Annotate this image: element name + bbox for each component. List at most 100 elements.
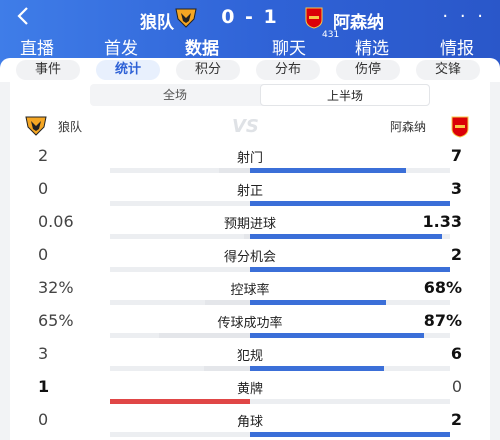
away-bar [250, 432, 450, 437]
home-bar-track [110, 267, 250, 272]
segment-first-half[interactable]: 上半场 [260, 84, 430, 106]
subtab-events[interactable]: 事件 [16, 60, 80, 80]
stat-away-value: 1.33 [422, 212, 462, 231]
home-bar [244, 234, 250, 239]
stat-row: 0.06 预期进球 1.33 [10, 212, 490, 245]
subtab-distribution[interactable]: 分布 [256, 60, 320, 80]
away-bar-track [250, 267, 450, 272]
back-arrow-icon[interactable] [16, 6, 36, 28]
away-bar [250, 300, 386, 305]
tab-intel[interactable]: 情报 [440, 39, 474, 59]
period-selector: 全场 上半场 [90, 84, 430, 106]
home-bar [159, 333, 250, 338]
stat-away-value: 68% [423, 278, 462, 297]
away-bar-track [250, 366, 450, 371]
stat-label: 射正 [236, 184, 263, 199]
stat-label: 得分机会 [223, 250, 276, 265]
stat-row: 0 得分机会 2 [10, 245, 490, 278]
away-bar-track [250, 201, 450, 206]
arsenal-logo-icon [304, 7, 324, 29]
tab-lineup[interactable]: 首发 [104, 39, 138, 59]
stat-home-value: 32% [38, 278, 74, 297]
stat-label: 黄牌 [236, 382, 263, 397]
stat-row: 1 黄牌 0 [10, 377, 490, 410]
away-bar-track [250, 432, 450, 437]
wolves-logo-icon [24, 116, 48, 136]
away-bar [250, 267, 450, 272]
arsenal-logo-icon [450, 116, 470, 138]
stat-label: 控球率 [230, 283, 270, 298]
away-bar-track [250, 333, 450, 338]
stat-home-value: 0.06 [38, 212, 74, 231]
home-bar-track [110, 399, 250, 404]
stat-label: 预期进球 [223, 217, 276, 232]
stat-row: 3 犯规 6 [10, 344, 490, 377]
subtab-h2h[interactable]: 交锋 [416, 60, 480, 80]
home-bar-track [110, 432, 250, 437]
home-bar-track [110, 333, 250, 338]
main-tabs: 直播 首发 数据 聊天 431 精选 情报 [0, 30, 500, 61]
stat-label: 射门 [236, 151, 263, 166]
home-team-label: 狼队 [58, 120, 83, 134]
away-bar-track [250, 300, 450, 305]
subtab-stats[interactable]: 统计 [96, 60, 160, 80]
home-bar [110, 399, 250, 404]
vs-label: VS [232, 116, 259, 137]
away-bar [250, 366, 384, 371]
stat-label: 角球 [236, 415, 263, 430]
tab-chat[interactable]: 聊天 [272, 39, 306, 59]
away-bar-track [250, 168, 450, 173]
away-team-name: 阿森纳 [333, 13, 384, 33]
tab-highlights[interactable]: 精选 [355, 39, 389, 59]
stat-away-value: 2 [450, 410, 462, 429]
home-team-name: 狼队 [140, 13, 174, 33]
more-icon[interactable]: · · · [442, 6, 486, 27]
stat-home-value: 0 [38, 245, 49, 264]
stat-row: 0 射正 3 [10, 179, 490, 212]
stat-label: 犯规 [236, 349, 263, 364]
away-team-label: 阿森纳 [390, 120, 427, 134]
home-bar-track [110, 300, 250, 305]
stat-home-value: 2 [38, 146, 49, 165]
home-bar-track [110, 234, 250, 239]
match-title: 狼队 0 - 1 阿森纳 · · · [0, 4, 500, 33]
stat-home-value: 0 [38, 179, 49, 198]
stat-row: 2 射门 7 [10, 146, 490, 179]
segment-full-match[interactable]: 全场 [162, 88, 187, 102]
stat-home-value: 0 [38, 410, 49, 429]
away-bar [250, 234, 442, 239]
stat-away-value: 6 [450, 344, 462, 363]
subtab-standings[interactable]: 积分 [176, 60, 240, 80]
stat-home-value: 65% [38, 311, 74, 330]
teams-row: 狼队 VS 阿森纳 [10, 116, 490, 138]
stats-card: 全场 上半场 狼队 VS 阿森纳 2 射门 7 0 射正 3 0.06 预期进球 1.33 0 得分… [10, 82, 490, 440]
stat-row: 0 角球 2 [10, 410, 490, 440]
tab-data[interactable]: 数据 [185, 39, 219, 59]
away-bar-track [250, 399, 450, 404]
stat-away-value: 87% [423, 311, 462, 330]
home-bar [205, 300, 250, 305]
stat-home-value: 1 [38, 377, 50, 396]
away-bar [250, 201, 450, 206]
subtab-injuries[interactable]: 伤停 [336, 60, 400, 80]
away-bar [250, 168, 406, 173]
home-bar [219, 168, 250, 173]
stat-away-value: 0 [451, 377, 462, 396]
home-bar-track [110, 366, 250, 371]
stat-row: 32% 控球率 68% [10, 278, 490, 311]
away-bar [250, 333, 424, 338]
home-bar-track [110, 168, 250, 173]
stat-away-value: 3 [450, 179, 462, 198]
stat-label: 传球成功率 [217, 316, 283, 331]
wolves-logo-icon [175, 8, 197, 28]
chat-count-badge: 431 [322, 30, 340, 40]
stat-away-value: 2 [450, 245, 462, 264]
home-bar-track [110, 201, 250, 206]
home-bar [204, 366, 250, 371]
match-score: 0 - 1 [221, 6, 279, 28]
tab-live[interactable]: 直播 [20, 39, 54, 59]
stat-row: 65% 传球成功率 87% [10, 311, 490, 344]
stat-home-value: 3 [38, 344, 49, 363]
stat-away-value: 7 [450, 146, 462, 165]
away-bar-track [250, 234, 450, 239]
